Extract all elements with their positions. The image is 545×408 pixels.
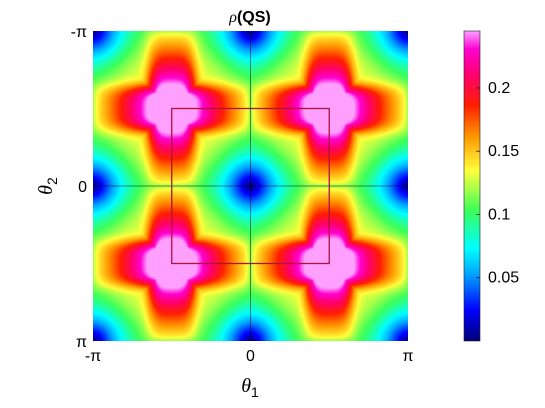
- colorbar-bar: [463, 30, 481, 342]
- y-axis-label: θ2: [35, 177, 60, 195]
- x-axis-subscript: 1: [251, 384, 259, 400]
- x-axis-label: θ1: [241, 375, 259, 400]
- y-axis-subscript: 2: [44, 177, 60, 185]
- y-tick-label-2: π: [76, 334, 87, 351]
- x-tick-label-2: π: [402, 348, 413, 365]
- x-tick-labels: -π 0 π: [85, 348, 414, 365]
- title-suffix: (QS): [237, 9, 271, 26]
- y-axis-symbol: θ: [35, 185, 57, 195]
- x-tick-label-0: -π: [85, 348, 101, 365]
- chart-title: ρ(QS): [228, 9, 270, 26]
- x-tick-label-1: 0: [246, 348, 255, 365]
- colorbar-tick-label-3: 0.2: [488, 80, 510, 97]
- title-symbol: ρ: [228, 9, 237, 26]
- y-tick-label-0: -π: [71, 24, 87, 41]
- y-tick-labels: -π 0 π: [71, 24, 87, 351]
- colorbar-tick-label-0: 0.05: [488, 270, 519, 287]
- plot-area: [93, 31, 408, 341]
- colorbar: 0.05 0.1 0.15 0.2: [463, 30, 519, 342]
- highlight-box: [171, 107, 330, 265]
- y-tick-label-1: 0: [78, 179, 87, 196]
- plot-overlays: [93, 31, 408, 341]
- colorbar-tick-label-2: 0.15: [488, 143, 519, 160]
- x-axis-symbol: θ: [241, 375, 251, 397]
- colorbar-ticks: 0.05 0.1 0.15 0.2: [476, 80, 519, 287]
- colorbar-tick-label-1: 0.1: [488, 206, 510, 223]
